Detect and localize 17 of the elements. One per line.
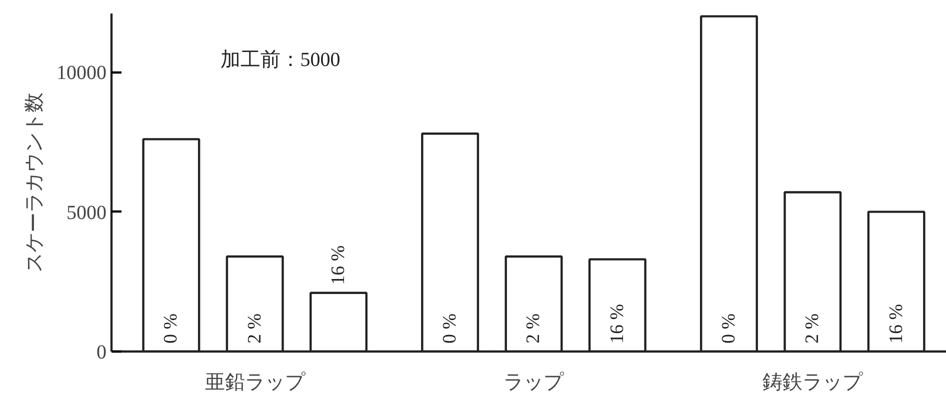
y-axis-title: スケーラカウント数 bbox=[24, 92, 46, 272]
text: 16 % bbox=[328, 245, 350, 285]
text: 2 % bbox=[802, 313, 824, 344]
y-tick-label: 10000 bbox=[56, 62, 106, 84]
series-label: 0 % bbox=[160, 313, 182, 344]
x-tick-label: 鋳鉄ラップ bbox=[762, 372, 864, 394]
annotation: 加工前：5000 bbox=[220, 48, 340, 71]
text: 2 % bbox=[523, 313, 544, 344]
series-label: 2 % bbox=[244, 313, 266, 344]
text: 0 % bbox=[718, 313, 740, 344]
x-tick-label: 亜鉛ラップ bbox=[204, 372, 306, 394]
y-tick-label: 0 bbox=[96, 342, 106, 364]
text: 0 % bbox=[440, 313, 461, 344]
x-tick-label: ラップ bbox=[504, 372, 565, 394]
text: 16 % bbox=[886, 304, 907, 344]
text: 16 % bbox=[606, 304, 628, 344]
y-tick-label: 5000 bbox=[66, 202, 106, 224]
